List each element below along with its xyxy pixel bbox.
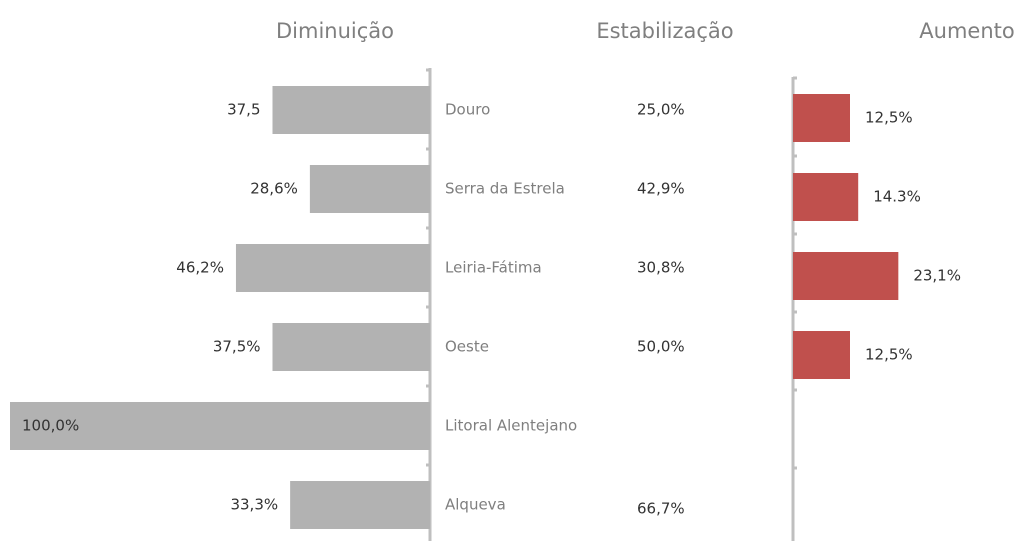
category-label: Oeste: [445, 338, 489, 356]
value-label: 50,0%: [637, 338, 685, 356]
category-label: Douro: [445, 101, 490, 119]
value-label: 12,5%: [865, 346, 913, 364]
category-label: Alqueva: [445, 496, 506, 514]
value-label: 66,7%: [637, 500, 685, 518]
bar: [10, 402, 430, 450]
value-label: 23,1%: [913, 267, 961, 285]
bar: [272, 86, 430, 134]
value-label: 42,9%: [637, 180, 685, 198]
value-label: 37,5%: [213, 338, 261, 356]
bar: [290, 481, 430, 529]
category-label: Serra da Estrela: [445, 180, 565, 198]
bar: [309, 165, 430, 213]
category-label: Litoral Alentejano: [445, 417, 577, 435]
value-label: 37,5: [227, 101, 260, 119]
value-label: 12,5%: [865, 109, 913, 127]
bar: [793, 173, 859, 221]
value-label: 28,6%: [250, 180, 298, 198]
value-label: 33,3%: [230, 496, 278, 514]
series-heading: Diminuição: [276, 19, 394, 43]
series-heading: Estabilização: [596, 19, 733, 43]
bar: [272, 323, 430, 371]
value-label: 100,0%: [22, 417, 79, 435]
category-label: Leiria-Fátima: [445, 259, 542, 277]
bar: [235, 244, 430, 292]
series-heading: Aumento: [919, 19, 1014, 43]
value-label: 14.3%: [873, 188, 921, 206]
value-label: 46,2%: [176, 259, 224, 277]
bar: [793, 331, 850, 379]
value-label: 25,0%: [637, 101, 685, 119]
bar: [793, 94, 850, 142]
bar: [793, 252, 899, 300]
value-label: 30,8%: [637, 259, 685, 277]
